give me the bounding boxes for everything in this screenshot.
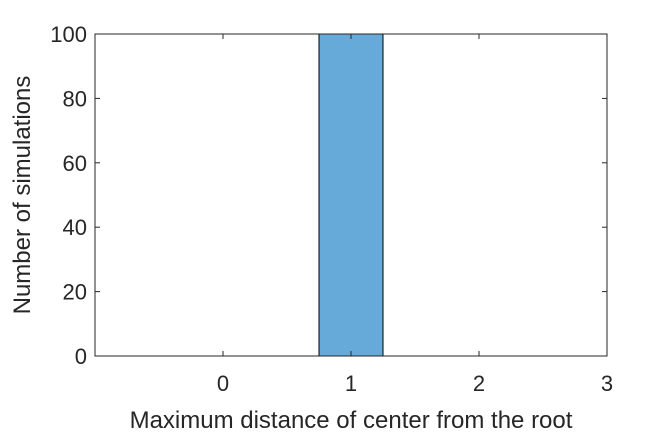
bar-1 [318,33,384,357]
bars-group [318,33,384,357]
x-axis-ticks: 0 1 2 3 [217,34,613,396]
y-tick-label: 20 [63,280,87,305]
x-tick-label: 3 [601,371,613,396]
x-tick-label: 2 [473,371,485,396]
x-tick-label: 0 [217,371,229,396]
y-tick-label: 100 [50,22,87,47]
y-tick-label: 0 [75,344,87,369]
y-axis-label: Number of simulations [9,76,36,315]
y-axis-ticks: 0 20 40 60 80 100 [50,22,607,369]
y-tick-label: 40 [63,215,87,240]
x-tick-label: 1 [345,371,357,396]
x-axis-label: Maximum distance of center from the root [130,407,573,434]
y-tick-label: 60 [63,151,87,176]
y-tick-label: 80 [63,86,87,111]
